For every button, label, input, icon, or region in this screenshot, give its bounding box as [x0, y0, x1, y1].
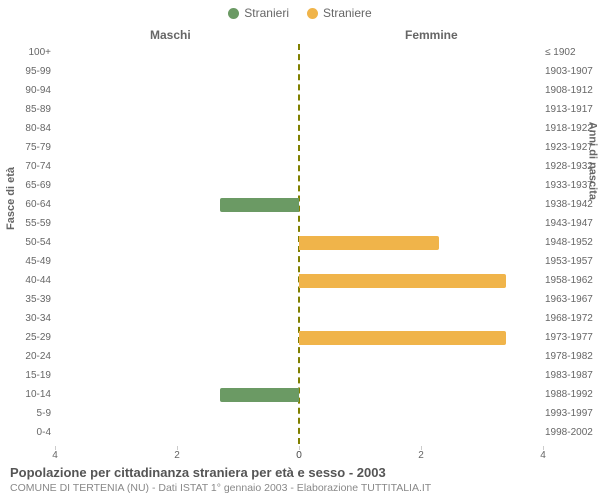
bar-female: [299, 236, 439, 250]
birth-year-label: 1988-1992: [545, 389, 597, 400]
bar-male: [220, 198, 299, 212]
xtick-label: 2: [174, 450, 180, 461]
age-label: 55-59: [13, 218, 51, 229]
legend-item-female: Straniere: [307, 6, 372, 20]
birth-year-label: 1983-1987: [545, 370, 597, 381]
bar-female: [299, 331, 506, 345]
chart-legend: Stranieri Straniere: [0, 0, 600, 20]
birth-year-label: 1938-1942: [545, 199, 597, 210]
age-label: 60-64: [13, 199, 51, 210]
age-label: 0-4: [13, 427, 51, 438]
chart-footer: Popolazione per cittadinanza straniera p…: [10, 465, 431, 494]
birth-year-label: 1953-1957: [545, 256, 597, 267]
pyramid-row: 15-191983-1987: [55, 367, 543, 386]
pyramid-row: 60-641938-1942: [55, 196, 543, 215]
birth-year-label: 1948-1952: [545, 237, 597, 248]
pyramid-row: 10-141988-1992: [55, 386, 543, 405]
pyramid-row: 95-991903-1907: [55, 63, 543, 82]
age-label: 40-44: [13, 275, 51, 286]
bar-male: [220, 388, 299, 402]
age-label: 70-74: [13, 161, 51, 172]
pyramid-row: 45-491953-1957: [55, 253, 543, 272]
age-label: 50-54: [13, 237, 51, 248]
xtick-label: 0: [296, 450, 302, 461]
pyramid-row: 100+≤ 1902: [55, 44, 543, 63]
footer-subtitle: COMUNE DI TERTENIA (NU) - Dati ISTAT 1° …: [10, 482, 431, 494]
pyramid-row: 30-341968-1972: [55, 310, 543, 329]
birth-year-label: 1993-1997: [545, 408, 597, 419]
subtitle-femmine: Femmine: [405, 28, 458, 42]
birth-year-label: 1978-1982: [545, 351, 597, 362]
legend-swatch-male: [228, 8, 239, 19]
age-label: 30-34: [13, 313, 51, 324]
footer-title: Popolazione per cittadinanza straniera p…: [10, 465, 431, 480]
pyramid-row: 40-441958-1962: [55, 272, 543, 291]
age-label: 5-9: [13, 408, 51, 419]
xtick-label: 4: [52, 450, 58, 461]
pyramid-row: 5-91993-1997: [55, 405, 543, 424]
pyramid-row: 55-591943-1947: [55, 215, 543, 234]
x-axis: 420024: [55, 446, 543, 447]
birth-year-label: 1908-1912: [545, 85, 597, 96]
legend-label-male: Stranieri: [244, 6, 289, 20]
pyramid-row: 80-841918-1922: [55, 120, 543, 139]
age-label: 95-99: [13, 66, 51, 77]
pyramid-row: 90-941908-1912: [55, 82, 543, 101]
age-label: 100+: [13, 47, 51, 58]
pyramid-row: 35-391963-1967: [55, 291, 543, 310]
age-label: 45-49: [13, 256, 51, 267]
xtick-label: 2: [418, 450, 424, 461]
pyramid-row: 50-541948-1952: [55, 234, 543, 253]
birth-year-label: 1943-1947: [545, 218, 597, 229]
pyramid-row: 70-741928-1932: [55, 158, 543, 177]
birth-year-label: ≤ 1902: [545, 47, 597, 58]
pyramid-row: 65-691933-1937: [55, 177, 543, 196]
birth-year-label: 1973-1977: [545, 332, 597, 343]
birth-year-label: 1903-1907: [545, 66, 597, 77]
age-label: 75-79: [13, 142, 51, 153]
pyramid-row: 85-891913-1917: [55, 101, 543, 120]
age-label: 25-29: [13, 332, 51, 343]
age-label: 10-14: [13, 389, 51, 400]
birth-year-label: 1918-1922: [545, 123, 597, 134]
pyramid-row: 75-791923-1927: [55, 139, 543, 158]
birth-year-label: 1958-1962: [545, 275, 597, 286]
birth-year-label: 1923-1927: [545, 142, 597, 153]
age-label: 35-39: [13, 294, 51, 305]
birth-year-label: 1933-1937: [545, 180, 597, 191]
pyramid-row: 25-291973-1977: [55, 329, 543, 348]
population-pyramid-chart: 420024 100+≤ 190295-991903-190790-941908…: [55, 44, 543, 444]
age-label: 20-24: [13, 351, 51, 362]
pyramid-row: 20-241978-1982: [55, 348, 543, 367]
birth-year-label: 1963-1967: [545, 294, 597, 305]
bar-female: [299, 274, 506, 288]
birth-year-label: 1913-1917: [545, 104, 597, 115]
age-label: 65-69: [13, 180, 51, 191]
birth-year-label: 1928-1932: [545, 161, 597, 172]
age-label: 90-94: [13, 85, 51, 96]
age-label: 15-19: [13, 370, 51, 381]
legend-swatch-female: [307, 8, 318, 19]
age-label: 80-84: [13, 123, 51, 134]
subtitle-maschi: Maschi: [150, 28, 191, 42]
legend-item-male: Stranieri: [228, 6, 289, 20]
legend-label-female: Straniere: [323, 6, 372, 20]
birth-year-label: 1968-1972: [545, 313, 597, 324]
birth-year-label: 1998-2002: [545, 427, 597, 438]
pyramid-row: 0-41998-2002: [55, 424, 543, 443]
xtick-label: 4: [540, 450, 546, 461]
age-label: 85-89: [13, 104, 51, 115]
